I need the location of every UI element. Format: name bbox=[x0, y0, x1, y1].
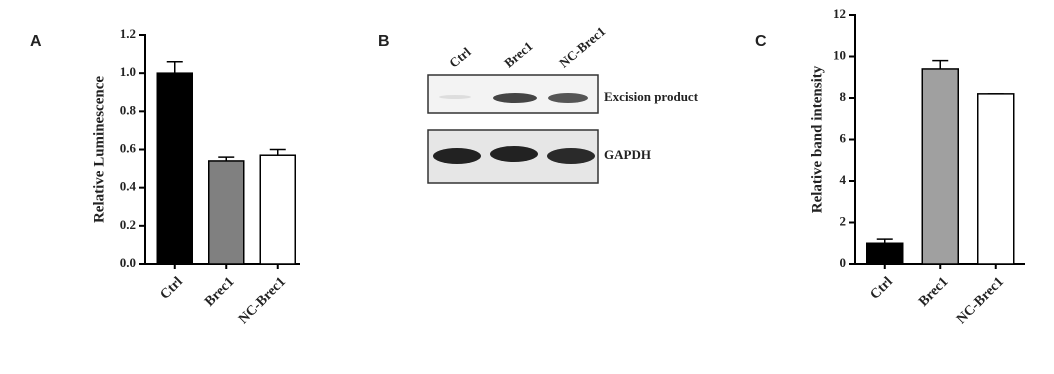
blot-row-label: GAPDH bbox=[604, 147, 651, 162]
y-tick-label: 12 bbox=[833, 6, 846, 21]
x-tick-label: NC-Brec1 bbox=[954, 274, 1007, 327]
y-axis-label: Relative Luminescence bbox=[91, 76, 107, 223]
y-tick-label: 10 bbox=[833, 47, 846, 62]
y-axis-label: Relative band intensity bbox=[809, 65, 825, 213]
y-tick-label: 0.4 bbox=[120, 179, 137, 194]
panel-label: B bbox=[378, 33, 390, 50]
x-tick-label: Ctrl bbox=[158, 274, 186, 302]
bar bbox=[156, 72, 193, 265]
y-tick-label: 4 bbox=[840, 172, 847, 187]
blot-image bbox=[427, 74, 599, 184]
y-tick-label: 0 bbox=[840, 255, 847, 270]
bar bbox=[259, 154, 296, 265]
bar bbox=[866, 242, 904, 265]
bar bbox=[977, 93, 1015, 265]
x-tick-label: Ctrl bbox=[868, 274, 896, 302]
panel-label: A bbox=[30, 33, 42, 50]
y-tick-label: 8 bbox=[840, 89, 847, 104]
y-tick-label: 0.8 bbox=[120, 102, 137, 117]
bar bbox=[921, 68, 959, 265]
y-tick-label: 1.0 bbox=[120, 64, 136, 79]
y-tick-label: 6 bbox=[840, 130, 847, 145]
y-tick-label: 0.2 bbox=[120, 217, 136, 232]
bar bbox=[208, 160, 245, 265]
y-tick-label: 2 bbox=[840, 213, 847, 228]
blot-lane-label: Ctrl bbox=[446, 44, 474, 71]
y-tick-label: 1.2 bbox=[120, 26, 136, 41]
x-tick-label: Brec1 bbox=[202, 274, 237, 309]
x-tick-label: NC-Brec1 bbox=[236, 274, 289, 327]
y-tick-label: 0.6 bbox=[120, 140, 137, 155]
blot-row-label: Excision product bbox=[604, 89, 699, 104]
x-tick-label: Brec1 bbox=[916, 274, 951, 309]
panel-label: C bbox=[755, 33, 767, 50]
y-tick-label: 0.0 bbox=[120, 255, 136, 270]
blot-lane-label: NC-Brec1 bbox=[556, 24, 608, 71]
blot-lane-label: Brec1 bbox=[501, 38, 535, 70]
